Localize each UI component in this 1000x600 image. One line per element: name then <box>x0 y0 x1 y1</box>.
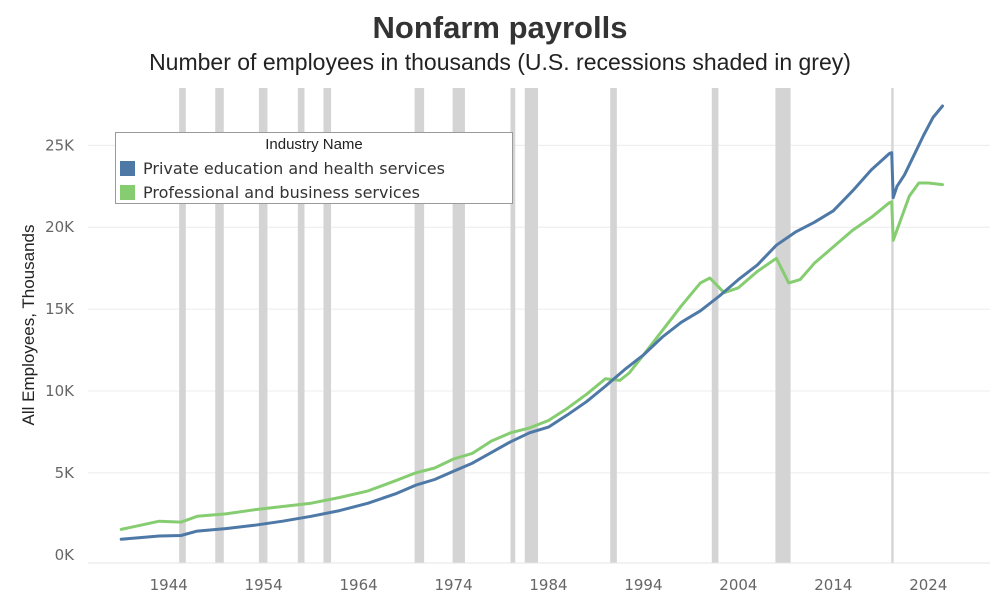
x-tick-label: 1964 <box>340 576 378 594</box>
recession-band <box>775 88 791 563</box>
y-tick-label: 15K <box>45 300 75 318</box>
y-axis-label: All Employees, Thousands <box>19 224 38 426</box>
chart-title: Nonfarm payrolls <box>372 10 628 45</box>
chart-subtitle: Number of employees in thousands (U.S. r… <box>149 49 851 75</box>
x-axis-ticks: 1944 1954 1964 1974 1984 1994 2004 2014 2024 <box>150 576 948 594</box>
y-tick-label: 10K <box>45 382 75 400</box>
recession-band <box>510 88 516 563</box>
x-tick-label: 2004 <box>719 576 757 594</box>
recession-band <box>524 88 539 563</box>
legend-label-professional-business: Professional and business services <box>143 182 420 202</box>
y-tick-label: 5K <box>55 464 76 482</box>
recession-band <box>452 88 465 563</box>
series-line-professional-and-business-services <box>119 181 944 531</box>
recession-band <box>711 88 719 563</box>
legend-title: Industry Name <box>265 136 363 153</box>
legend-item-professional-business[interactable]: Professional and business services <box>116 180 512 204</box>
legend: Industry Name Private education and heal… <box>115 132 513 204</box>
x-tick-label: 2024 <box>909 576 947 594</box>
x-tick-label: 1974 <box>434 576 472 594</box>
recession-band <box>414 88 425 563</box>
recession-bands <box>179 88 894 563</box>
legend-label-education-health: Private education and health services <box>143 158 445 178</box>
y-tick-label: 0K <box>55 546 76 564</box>
y-tick-label: 25K <box>45 136 75 154</box>
y-axis-ticks: 0K 5K 10K 15K 20K 25K <box>45 136 75 563</box>
x-tick-label: 1944 <box>150 576 188 594</box>
recession-band <box>297 88 305 563</box>
recession-band <box>258 88 268 563</box>
recession-band <box>891 88 894 563</box>
recession-band <box>610 88 617 563</box>
recession-band <box>215 88 224 563</box>
recession-band <box>323 88 332 563</box>
legend-item-education-health[interactable]: Private education and health services <box>116 156 512 180</box>
series-line-private-education-and-health-services <box>119 104 944 541</box>
x-tick-label: 1954 <box>245 576 283 594</box>
x-tick-label: 1984 <box>529 576 567 594</box>
legend-swatch-professional-business <box>120 184 135 200</box>
x-tick-label: 2014 <box>814 576 852 594</box>
series-lines <box>119 104 944 541</box>
legend-swatch-education-health <box>120 160 135 176</box>
recession-band <box>179 88 186 563</box>
x-tick-label: 1994 <box>624 576 662 594</box>
y-tick-label: 20K <box>45 218 75 236</box>
